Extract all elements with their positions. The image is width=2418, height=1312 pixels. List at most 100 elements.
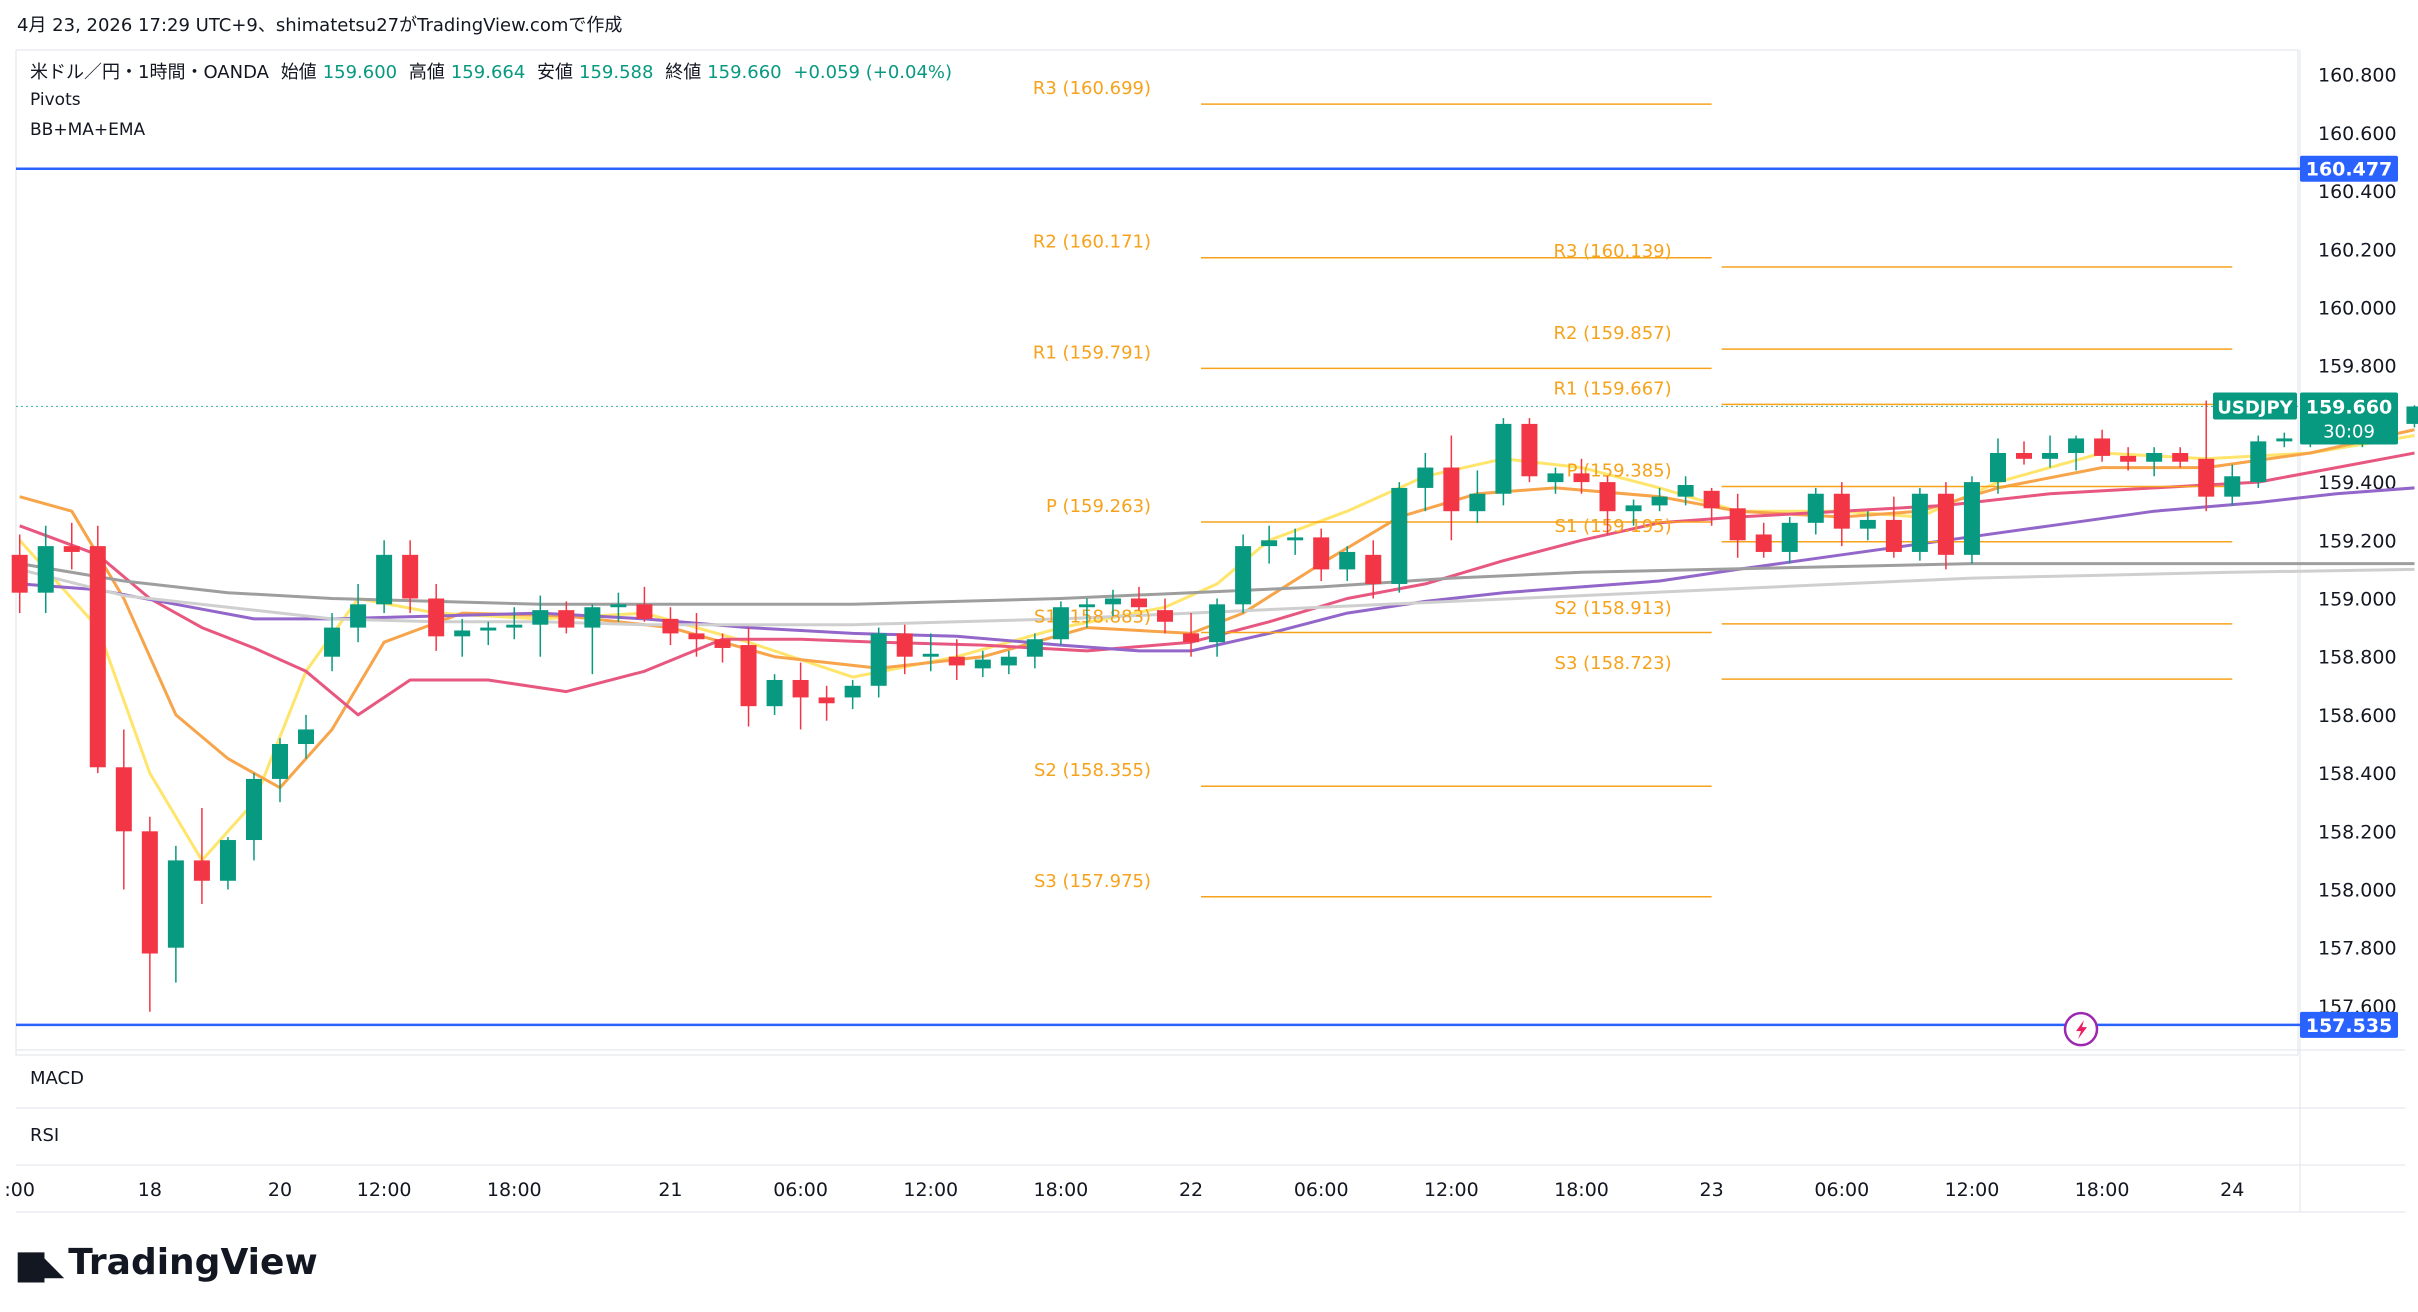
x-tick-label: 18:00 (487, 1179, 542, 1201)
candle-body (245, 778, 262, 841)
y-tick-label: 158.600 (2318, 705, 2397, 727)
candle-body (2120, 455, 2137, 462)
candle-body (167, 860, 184, 948)
y-tick-label: 158.400 (2318, 763, 2397, 785)
candle-body (1287, 537, 1304, 541)
candle-body (584, 607, 601, 628)
candle-body (1157, 610, 1174, 622)
candle-body (844, 685, 861, 698)
candle-body (2094, 438, 2111, 456)
candle-body (740, 645, 757, 707)
candle-body (948, 656, 965, 666)
candle-body (532, 610, 549, 625)
candle-body (193, 860, 210, 881)
indicator-pivots[interactable]: Pivots (30, 90, 81, 110)
candle-body (298, 729, 315, 744)
symbol-tag-box (2213, 392, 2297, 420)
x-tick-label: 12:00 (903, 1179, 958, 1201)
candle-body (1573, 473, 1590, 483)
pane-rsi-label[interactable]: RSI (30, 1125, 60, 1146)
y-tick-label: 160.800 (2318, 65, 2397, 87)
candle-body (1417, 467, 1434, 488)
y-tick-label: 160.400 (2318, 181, 2397, 203)
chart-caption: 4月 23, 2026 17:29 UTC+9、shimatetsu27がTra… (17, 15, 623, 36)
y-tick-label: 157.800 (2318, 938, 2397, 960)
candle-body (1183, 633, 1200, 643)
symbol-tag-text: USDJPY (2217, 397, 2293, 418)
candle-body (219, 840, 236, 881)
high-label: 高値 (408, 62, 445, 83)
x-tick-label: 18:00 (1554, 1179, 1609, 1201)
candle-body (1469, 493, 1486, 512)
candle-body (1521, 423, 1538, 477)
open-label: 始値 (280, 62, 317, 83)
logo-text: TradingView (68, 1242, 318, 1283)
candle-body (1000, 656, 1017, 666)
pivot-level-label: P (159.263) (1046, 496, 1151, 517)
last-price-text: 159.660 (2306, 396, 2393, 418)
candle-body (1729, 508, 1746, 541)
x-tick-label: 24 (2220, 1179, 2244, 1201)
x-tick-label: 06:00 (1294, 1179, 1349, 1201)
pane-macd-label[interactable]: MACD (30, 1068, 84, 1089)
candle-body (1599, 482, 1616, 512)
candle-body (2016, 453, 2033, 459)
candle-body (1026, 639, 1043, 657)
y-tick-label: 159.400 (2318, 472, 2397, 494)
candle-body (1651, 496, 1668, 506)
candle-body (37, 546, 54, 593)
candle-body (1781, 522, 1798, 552)
candle-body (1443, 467, 1460, 512)
symbol-info: 米ドル／円・1時間・OANDA 始値 159.600 高値 159.664 安値 15… (30, 58, 958, 84)
candle-body (454, 630, 471, 637)
candle-body (818, 697, 835, 704)
candle-body (1937, 493, 1954, 555)
symbol-name[interactable]: 米ドル／円・1時間・OANDA (30, 62, 269, 83)
candle-body (662, 618, 679, 634)
pivot-level-label: S2 (158.913) (1555, 598, 1672, 619)
x-tick-label: 18:00 (1034, 1179, 1089, 1201)
y-tick-label: 159.800 (2318, 356, 2397, 378)
pivot-level-label: R3 (160.139) (1553, 241, 1671, 262)
candle-body (480, 627, 497, 631)
candle-body (2406, 406, 2418, 424)
candle-body (714, 639, 731, 648)
y-tick-label: 159.000 (2318, 589, 2397, 611)
candle-body (1911, 493, 1928, 552)
candle-body (2276, 438, 2293, 442)
x-tick-label: 06:00 (1814, 1179, 1869, 1201)
x-tick-label: 18:00 (2075, 1179, 2130, 1201)
candle-body (1833, 493, 1850, 529)
y-tick-label: 158.800 (2318, 647, 2397, 669)
candle-body (1989, 453, 2006, 483)
x-tick-label: :00 (4, 1179, 35, 1201)
candle-body (896, 633, 913, 657)
y-tick-label: 160.000 (2318, 298, 2397, 320)
x-tick-label: 21 (658, 1179, 682, 1201)
pivot-level-label: S1 (158.883) (1034, 607, 1151, 628)
candle-body (1130, 598, 1147, 608)
candle-body (1703, 490, 1720, 509)
candle-body (636, 604, 653, 619)
candle-body (1235, 546, 1252, 605)
pivot-level-label: S2 (158.355) (1034, 760, 1151, 781)
candle-body (1859, 519, 1876, 529)
candle-body (610, 604, 627, 608)
candle-body (922, 653, 939, 657)
x-tick-label: 20 (268, 1179, 292, 1201)
ma-line-ma_purple (19, 486, 2415, 653)
x-tick-label: 23 (1700, 1179, 1724, 1201)
candle-body (558, 610, 575, 628)
low-label: 安値 (537, 62, 574, 83)
ma-line-bb_mid (19, 562, 2415, 606)
ma-line-ma_yellow (18, 434, 2415, 862)
candle-body (1391, 487, 1408, 584)
pivot-level-label: R1 (159.791) (1033, 342, 1151, 363)
x-tick-label: 22 (1179, 1179, 1203, 1201)
candle-body (792, 679, 809, 698)
chart-frame (15, 49, 2299, 1056)
tradingview-logo[interactable]: ▆◣ TradingView (18, 1242, 318, 1283)
indicator-bb-ma-ema[interactable]: BB+MA+EMA (30, 120, 146, 140)
candle-body (2250, 441, 2267, 483)
